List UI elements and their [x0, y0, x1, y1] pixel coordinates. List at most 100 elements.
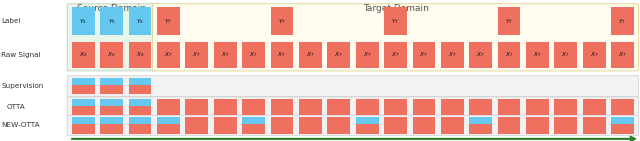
Text: $X_T$: $X_T$ — [334, 50, 343, 60]
FancyBboxPatch shape — [157, 124, 180, 134]
FancyBboxPatch shape — [100, 124, 123, 134]
Text: $X_S$: $X_S$ — [108, 50, 116, 60]
FancyBboxPatch shape — [498, 42, 520, 68]
FancyBboxPatch shape — [72, 78, 95, 85]
FancyBboxPatch shape — [299, 99, 322, 115]
Text: $Y_S$: $Y_S$ — [108, 17, 116, 26]
FancyBboxPatch shape — [583, 99, 605, 115]
FancyBboxPatch shape — [186, 117, 208, 134]
FancyBboxPatch shape — [583, 42, 605, 68]
FancyBboxPatch shape — [384, 117, 407, 134]
Text: $X_T$: $X_T$ — [278, 50, 287, 60]
FancyBboxPatch shape — [157, 7, 180, 35]
FancyBboxPatch shape — [129, 106, 152, 115]
FancyBboxPatch shape — [72, 85, 95, 94]
FancyBboxPatch shape — [611, 7, 634, 35]
FancyBboxPatch shape — [67, 4, 156, 71]
Text: $Y_T$: $Y_T$ — [391, 17, 400, 26]
FancyBboxPatch shape — [243, 99, 265, 115]
FancyBboxPatch shape — [72, 106, 95, 115]
FancyBboxPatch shape — [100, 7, 123, 35]
FancyBboxPatch shape — [72, 42, 95, 68]
Text: $X_T$: $X_T$ — [164, 50, 173, 60]
FancyBboxPatch shape — [243, 117, 265, 124]
Text: $X_T$: $X_T$ — [618, 50, 627, 60]
Text: NEW-OTTA: NEW-OTTA — [1, 123, 40, 128]
FancyBboxPatch shape — [498, 99, 520, 115]
FancyBboxPatch shape — [100, 85, 123, 94]
Text: $X_T$: $X_T$ — [391, 50, 400, 60]
FancyBboxPatch shape — [271, 7, 293, 35]
FancyBboxPatch shape — [469, 117, 492, 124]
FancyBboxPatch shape — [72, 7, 95, 35]
FancyBboxPatch shape — [100, 42, 123, 68]
FancyBboxPatch shape — [100, 78, 123, 85]
FancyBboxPatch shape — [67, 97, 639, 117]
FancyBboxPatch shape — [611, 117, 634, 124]
FancyBboxPatch shape — [243, 124, 265, 134]
FancyBboxPatch shape — [214, 99, 237, 115]
FancyBboxPatch shape — [384, 42, 407, 68]
FancyBboxPatch shape — [271, 117, 293, 134]
FancyBboxPatch shape — [129, 124, 152, 134]
Text: $X_T$: $X_T$ — [221, 50, 230, 60]
FancyBboxPatch shape — [413, 99, 435, 115]
Text: $X_T$: $X_T$ — [589, 50, 599, 60]
FancyBboxPatch shape — [554, 117, 577, 134]
Text: $Y_T$: $Y_T$ — [505, 17, 513, 26]
Text: $X_T$: $X_T$ — [561, 50, 570, 60]
Text: $X_T$: $X_T$ — [448, 50, 457, 60]
Text: $X_T$: $X_T$ — [419, 50, 428, 60]
Text: $X_T$: $X_T$ — [249, 50, 258, 60]
FancyBboxPatch shape — [384, 7, 407, 35]
FancyBboxPatch shape — [356, 99, 378, 115]
FancyBboxPatch shape — [356, 124, 378, 134]
FancyBboxPatch shape — [328, 99, 350, 115]
FancyBboxPatch shape — [441, 99, 463, 115]
Text: $X_T$: $X_T$ — [533, 50, 542, 60]
FancyBboxPatch shape — [469, 42, 492, 68]
Text: $X_T$: $X_T$ — [193, 50, 202, 60]
Text: OTTA: OTTA — [6, 104, 25, 110]
Text: $Y_T$: $Y_T$ — [164, 17, 173, 26]
FancyBboxPatch shape — [498, 117, 520, 134]
FancyBboxPatch shape — [129, 117, 152, 124]
FancyBboxPatch shape — [157, 117, 180, 124]
FancyBboxPatch shape — [526, 117, 549, 134]
Text: $X_T$: $X_T$ — [476, 50, 485, 60]
Text: $Y_T$: $Y_T$ — [618, 17, 627, 26]
FancyBboxPatch shape — [611, 124, 634, 134]
FancyBboxPatch shape — [72, 117, 95, 124]
FancyBboxPatch shape — [72, 99, 95, 106]
FancyBboxPatch shape — [214, 42, 237, 68]
Text: $Y_S$: $Y_S$ — [136, 17, 144, 26]
FancyBboxPatch shape — [413, 42, 435, 68]
Text: $Y_T$: $Y_T$ — [278, 17, 286, 26]
FancyBboxPatch shape — [186, 99, 208, 115]
FancyBboxPatch shape — [129, 42, 152, 68]
FancyBboxPatch shape — [356, 42, 378, 68]
Text: $Y_S$: $Y_S$ — [79, 17, 87, 26]
FancyBboxPatch shape — [129, 78, 152, 85]
FancyBboxPatch shape — [384, 99, 407, 115]
FancyBboxPatch shape — [152, 4, 639, 71]
FancyBboxPatch shape — [469, 124, 492, 134]
FancyBboxPatch shape — [328, 42, 350, 68]
Text: Source Domain: Source Domain — [77, 4, 146, 13]
FancyBboxPatch shape — [413, 117, 435, 134]
FancyBboxPatch shape — [72, 124, 95, 134]
FancyBboxPatch shape — [469, 99, 492, 115]
FancyBboxPatch shape — [214, 117, 237, 134]
FancyBboxPatch shape — [129, 7, 152, 35]
FancyBboxPatch shape — [157, 99, 180, 115]
FancyBboxPatch shape — [271, 99, 293, 115]
Text: $X_T$: $X_T$ — [363, 50, 372, 60]
FancyBboxPatch shape — [299, 117, 322, 134]
Text: Supervision: Supervision — [1, 83, 44, 89]
FancyBboxPatch shape — [186, 42, 208, 68]
FancyBboxPatch shape — [129, 99, 152, 106]
Text: Raw Signal: Raw Signal — [1, 52, 41, 58]
Text: Target Domain: Target Domain — [363, 4, 428, 13]
FancyBboxPatch shape — [157, 42, 180, 68]
FancyBboxPatch shape — [328, 117, 350, 134]
